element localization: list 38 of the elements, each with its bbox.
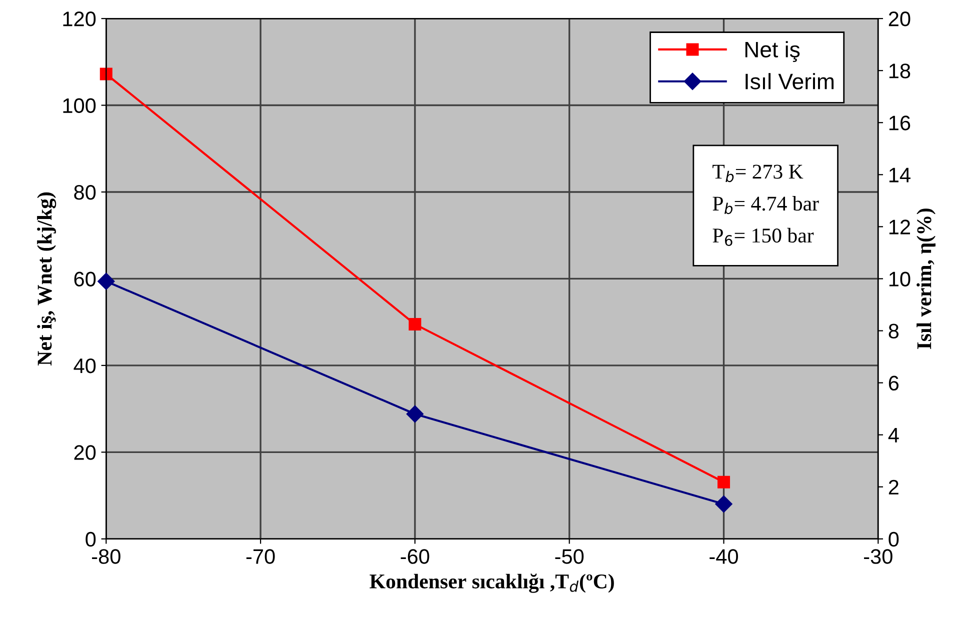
y-tick-label: 100 <box>63 98 96 114</box>
point <box>408 318 422 330</box>
y-tick-label: 60 <box>74 272 96 286</box>
y2-tick-label: 14 <box>889 168 910 182</box>
x-tick-label: -40 <box>710 549 738 564</box>
y2-tick-label: 2 <box>888 480 898 494</box>
y-tick-label: 0 <box>86 532 96 547</box>
legend-label: Isıl Verim <box>746 73 834 90</box>
annotation: P$_{6}$= 150 bar <box>712 228 814 246</box>
x-tick-label: -70 <box>246 549 275 564</box>
y2-tick-label: 8 <box>888 324 899 339</box>
x-tick-label: -80 <box>92 549 120 564</box>
x-tick-label: -30 <box>864 549 892 564</box>
y2-tick-label: 4 <box>888 428 899 442</box>
y-tick-label: 40 <box>74 358 96 374</box>
y2-tick-label: 20 <box>888 12 910 26</box>
point <box>100 68 112 80</box>
y-tick-label: 120 <box>63 12 96 26</box>
y2-tick-label: 12 <box>889 220 910 234</box>
annotation: P$_{b}$= 4.74 bar <box>712 196 819 214</box>
y-axis-title: Net iş, Wnet (kj/kg) <box>37 192 56 366</box>
y2-tick-label: 16 <box>889 116 910 130</box>
y2-tick-label: 10 <box>889 272 910 286</box>
y-tick-label: 80 <box>74 184 96 200</box>
annotation: T$_{b}$= 273 K <box>712 164 804 182</box>
legend-label: Net iş <box>745 41 800 62</box>
y2-axis-title: Isıl verim, η(%) <box>916 208 936 350</box>
y-tick-label: 20 <box>74 445 96 460</box>
x-tick-label: -60 <box>400 549 430 564</box>
point <box>98 272 115 290</box>
x-tick-label: -50 <box>555 549 584 564</box>
point <box>406 405 424 423</box>
y2-tick-label: 0 <box>888 532 899 547</box>
y2-tick-label: 18 <box>889 64 910 78</box>
y2-tick-label: 6 <box>888 376 899 391</box>
point <box>715 495 732 513</box>
point <box>718 476 730 488</box>
x-axis-title: Kondenser sıcaklığı ,T$_{d}$(ºC) <box>370 574 614 593</box>
